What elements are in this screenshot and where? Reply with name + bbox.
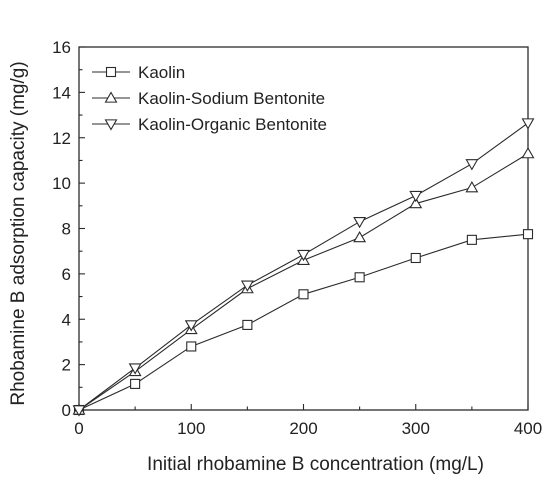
series-triangle-up <box>72 147 535 415</box>
legend-label: Kaolin-Organic Bentonite <box>138 115 327 134</box>
y-tick-label: 4 <box>62 310 71 329</box>
data-point <box>354 272 365 283</box>
data-point <box>409 190 423 203</box>
legend-label: Kaolin-Sodium Bentonite <box>138 89 325 108</box>
data-point <box>240 280 254 292</box>
y-tick-label: 6 <box>62 265 71 284</box>
data-point <box>353 230 367 243</box>
y-tick-label: 10 <box>52 174 71 193</box>
y-tick-label: 12 <box>52 129 71 148</box>
legend-marker <box>104 91 118 103</box>
data-point <box>466 234 477 245</box>
y-tick-label: 16 <box>52 38 71 57</box>
data-point <box>465 181 479 193</box>
legend-marker <box>105 66 117 78</box>
x-tick-label: 200 <box>289 419 317 438</box>
legend-item: Kaolin-Organic Bentonite <box>92 115 327 134</box>
data-point <box>521 147 535 159</box>
series-layer <box>72 118 535 417</box>
x-tick-label: 400 <box>514 419 542 438</box>
data-point <box>298 289 309 300</box>
legend-item: Kaolin-Sodium Bentonite <box>92 89 325 108</box>
data-point <box>128 363 142 375</box>
data-point <box>522 229 534 240</box>
data-point <box>184 320 198 332</box>
legend-marker <box>104 119 118 131</box>
data-point <box>72 405 86 417</box>
data-point <box>353 217 367 229</box>
y-tick-label: 8 <box>62 220 71 239</box>
series-square <box>73 229 534 416</box>
x-axis-title: Initial rhobamine B concentration (mg/L) <box>147 454 484 475</box>
data-point <box>297 249 310 262</box>
data-point <box>186 341 197 352</box>
series-line <box>78 153 529 411</box>
data-point <box>130 378 141 389</box>
y-tick-label: 0 <box>62 401 71 420</box>
legend-label: Kaolin <box>138 63 185 82</box>
x-tick-label: 100 <box>177 419 205 438</box>
y-tick-label: 14 <box>52 83 71 102</box>
data-point <box>521 118 535 130</box>
series-line <box>78 122 529 411</box>
legend-item: Kaolin <box>92 63 185 82</box>
series-triangle-down <box>72 118 535 417</box>
y-tick-label: 2 <box>62 356 71 375</box>
x-tick-label: 0 <box>74 419 83 438</box>
y-axis-title: Rhobamine B adsorption capacity (mg/g) <box>8 61 29 405</box>
legend: Kaolin Kaolin-Sodium Bentonite Kaolin-Orga… <box>92 63 327 134</box>
data-point <box>409 196 423 209</box>
data-point <box>465 159 479 171</box>
x-tick-label: 300 <box>402 419 430 438</box>
data-point <box>242 319 253 330</box>
axes-layer: 0 100 200 300 400 0 2 4 6 8 10 12 14 16 Initial rhobam… <box>8 38 542 475</box>
data-point <box>410 252 421 264</box>
